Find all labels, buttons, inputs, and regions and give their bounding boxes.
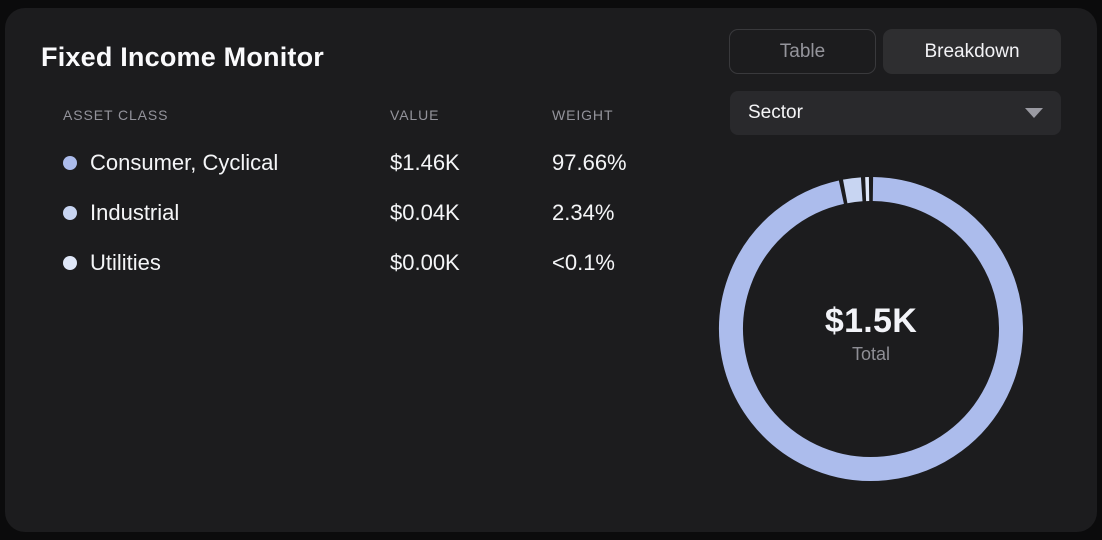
series-color-dot-icon bbox=[63, 206, 77, 220]
asset-class-label: Utilities bbox=[90, 250, 161, 275]
weight-cell: 2.34% bbox=[552, 200, 615, 225]
tab-breakdown[interactable]: Breakdown bbox=[883, 29, 1061, 74]
donut-chart-svg[interactable] bbox=[711, 169, 1031, 489]
tab-table-label: Table bbox=[779, 40, 826, 62]
tab-breakdown-label: Breakdown bbox=[924, 40, 1020, 62]
fixed-income-monitor-card: Fixed Income Monitor Table Breakdown Sec… bbox=[5, 8, 1097, 532]
column-header-weight: WEIGHT bbox=[552, 107, 614, 123]
column-header-asset-class: ASSET CLASS bbox=[63, 107, 169, 123]
table-row[interactable]: Utilities $0.00K <0.1% bbox=[5, 248, 705, 278]
chevron-down-icon bbox=[1025, 108, 1043, 118]
sector-dropdown-value: Sector bbox=[748, 102, 803, 123]
donut-chart[interactable]: $1.5K Total bbox=[711, 169, 1031, 489]
tab-table[interactable]: Table bbox=[729, 29, 876, 74]
sector-dropdown[interactable]: Sector bbox=[730, 91, 1061, 135]
asset-class-cell: Consumer, Cyclical bbox=[63, 148, 278, 178]
weight-cell: 97.66% bbox=[552, 150, 627, 175]
value-cell: $0.00K bbox=[390, 250, 460, 275]
series-color-dot-icon bbox=[63, 156, 77, 170]
asset-class-cell: Utilities bbox=[63, 248, 161, 278]
weight-cell: <0.1% bbox=[552, 250, 615, 275]
table-header: ASSET CLASS VALUE WEIGHT bbox=[5, 107, 705, 125]
asset-class-label: Industrial bbox=[90, 200, 180, 225]
table-row[interactable]: Industrial $0.04K 2.34% bbox=[5, 198, 705, 228]
view-toggle: Table Breakdown bbox=[729, 29, 1061, 74]
page-title: Fixed Income Monitor bbox=[41, 42, 325, 72]
donut-segment[interactable] bbox=[842, 177, 863, 204]
donut-segment[interactable] bbox=[719, 177, 1024, 481]
series-color-dot-icon bbox=[63, 256, 77, 270]
asset-class-label: Consumer, Cyclical bbox=[90, 150, 279, 175]
column-header-value: VALUE bbox=[390, 107, 440, 123]
value-cell: $0.04K bbox=[390, 200, 460, 225]
table-row[interactable]: Consumer, Cyclical $1.46K 97.66% bbox=[5, 148, 705, 178]
asset-class-cell: Industrial bbox=[63, 198, 179, 228]
value-cell: $1.46K bbox=[390, 150, 460, 175]
